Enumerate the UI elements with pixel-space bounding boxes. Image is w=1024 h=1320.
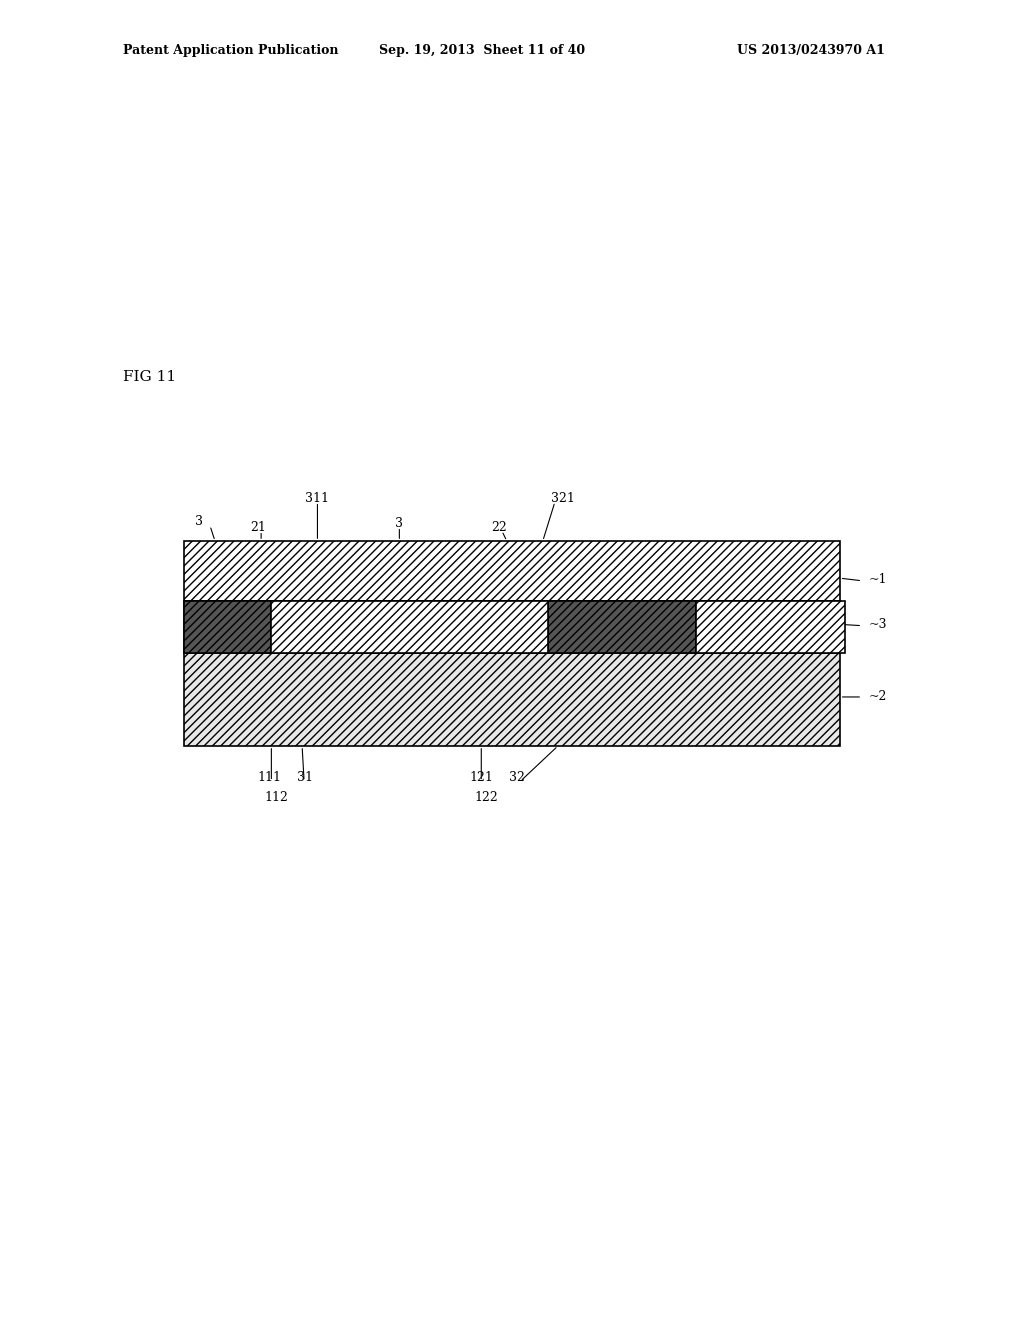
Text: 32: 32 <box>509 771 525 784</box>
Text: ~2: ~2 <box>868 689 887 702</box>
Text: 321: 321 <box>551 491 575 504</box>
Text: 3: 3 <box>395 516 403 529</box>
Text: 22: 22 <box>490 520 507 533</box>
Text: 311: 311 <box>305 491 330 504</box>
Text: ~3: ~3 <box>868 618 887 631</box>
Text: Patent Application Publication: Patent Application Publication <box>123 44 338 57</box>
Text: 21: 21 <box>250 520 266 533</box>
Text: 3: 3 <box>195 515 203 528</box>
Bar <box>184 601 271 653</box>
Bar <box>184 541 840 601</box>
Text: 122: 122 <box>474 791 499 804</box>
Text: FIG 11: FIG 11 <box>123 370 176 384</box>
Text: 111: 111 <box>257 771 282 784</box>
Text: ~1: ~1 <box>868 573 887 586</box>
Text: 112: 112 <box>264 791 289 804</box>
Bar <box>184 653 840 746</box>
Text: 121: 121 <box>469 771 494 784</box>
Bar <box>548 601 696 653</box>
Text: US 2013/0243970 A1: US 2013/0243970 A1 <box>737 44 885 57</box>
Bar <box>271 601 548 653</box>
Text: Sep. 19, 2013  Sheet 11 of 40: Sep. 19, 2013 Sheet 11 of 40 <box>379 44 585 57</box>
Text: 31: 31 <box>297 771 313 784</box>
Bar <box>696 601 845 653</box>
Bar <box>184 601 840 653</box>
